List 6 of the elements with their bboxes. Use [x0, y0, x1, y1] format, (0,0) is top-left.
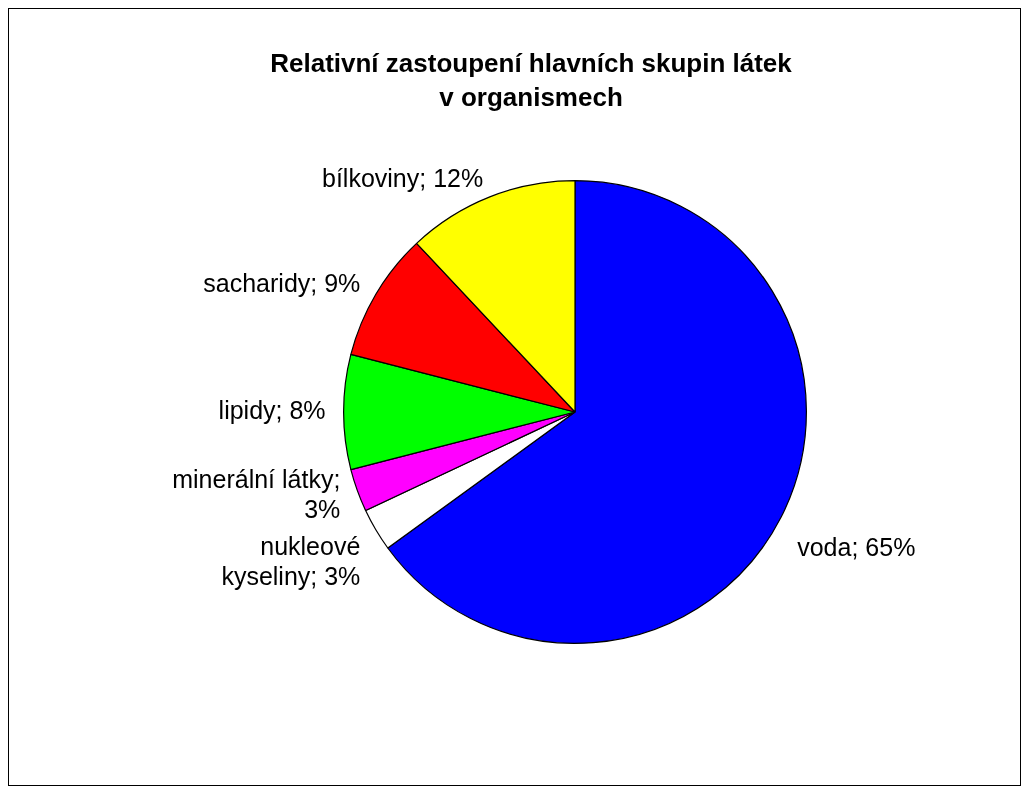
chart-title: Relativní zastoupení hlavních skupin látek v organismech [270, 48, 793, 113]
slice-label: voda; 65% [797, 533, 916, 562]
slice-label: nukleové kyseliny; 3% [221, 531, 361, 590]
slice-label: sacharidy; 9% [203, 268, 361, 297]
slice-label: lipidy; 8% [218, 395, 326, 424]
slice-label: bílkoviny; 12% [321, 164, 484, 192]
